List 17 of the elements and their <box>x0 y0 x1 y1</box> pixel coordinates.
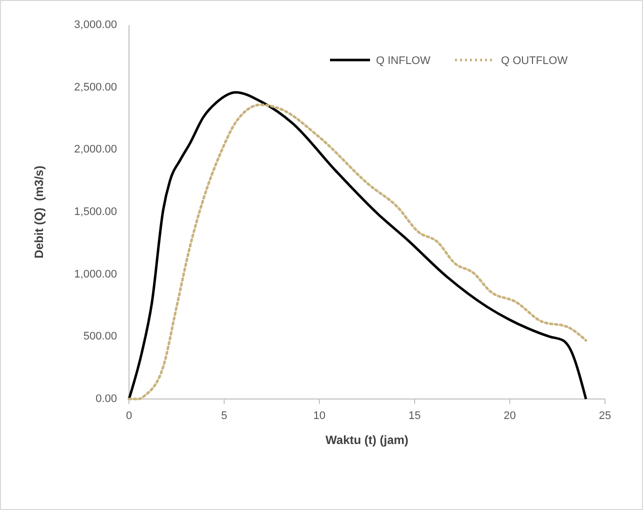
legend-label: Q INFLOW <box>376 54 432 67</box>
x-tick-label: 0 <box>126 410 132 422</box>
y-tick-label: 2,000.00 <box>74 144 117 156</box>
y-tick-label: 3,000.00 <box>74 19 117 31</box>
legend-label: Q OUTFLOW <box>501 54 568 67</box>
y-tick-label: 1,500.00 <box>74 206 117 218</box>
x-tick-label: 25 <box>598 410 612 422</box>
y-axis-title: Debit (Q) (m3/s) <box>32 166 46 258</box>
x-axis-title: Waktu (t) (jam) <box>326 433 408 447</box>
y-tick-label: 500.00 <box>83 330 117 343</box>
y-tick-label: 2,500.00 <box>74 81 117 94</box>
y-tick-label: 1,000.00 <box>74 268 117 280</box>
x-tick-label: 10 <box>313 410 326 422</box>
x-tick-label: 5 <box>221 410 228 422</box>
y-tick-label: 0.00 <box>96 393 117 405</box>
x-tick-label: 20 <box>504 410 516 422</box>
x-tick-label: 15 <box>408 410 421 422</box>
